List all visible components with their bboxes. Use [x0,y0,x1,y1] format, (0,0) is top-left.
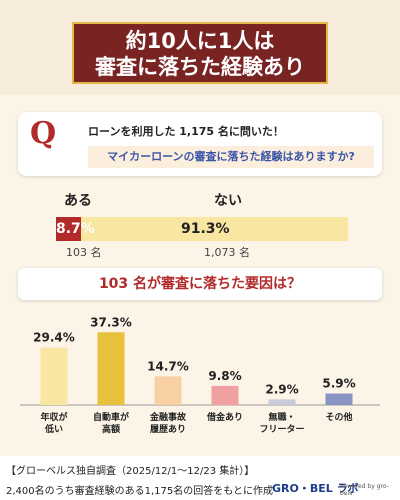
title-line-2: 審査に落ちた経験あり [95,55,305,79]
bar-value-label-3: 9.8% [208,369,241,383]
footer-source: 【グローベルス独自調査（2025/12/1～12/23 集計）】 [6,466,255,477]
bar-5 [325,393,353,405]
title-box: 約10人に1人は 審査に落ちた経験あり [72,22,328,84]
bar-value-label-5: 5.9% [322,376,355,390]
category-label-4: 無職・フリーター [259,411,304,435]
subheading: 103 名が審査に落ちた要因は？ [18,268,382,300]
bar-0 [40,347,68,405]
answer-bar: 8.7% 91.3% [56,217,348,241]
brand-logo: GRO・BEL ラボ [272,482,359,495]
question-intro: ローンを利用した 1,175 名に問いた！ [88,125,284,138]
title-line-1: 約10人に1人は [125,29,275,53]
bar-2 [154,376,182,405]
category-label-1: 自動車が高額 [93,411,130,435]
question-card: Q ローンを利用した 1,175 名に問いた！ マイカーローンの審査に落ちた経験… [18,112,382,176]
answer-no-label: ない [214,193,242,209]
question-text: マイカーローンの審査に落ちた経験はありますか? [88,146,374,168]
bar-value-label-1: 37.3% [90,315,132,329]
bar-3 [211,385,239,405]
footer: 【グローベルス独自調査（2025/12/1～12/23 集計）】 2,400名の… [0,456,400,500]
category-label-3: 借金あり [206,411,243,423]
bar-value-label-2: 14.7% [147,359,189,373]
brand-logo-sub: Powered by gro-bels [340,483,389,497]
bar-4 [268,399,296,405]
answer-yes-label: ある [64,193,92,209]
category-label-0: 年収が低い [40,411,68,435]
bar-1 [97,332,125,405]
footer-note: 2,400名のうち審査経験のある1,175名の回答をもとに作成 [6,486,274,497]
bar-value-label-4: 2.9% [265,382,298,396]
answer-no-value: 91.3% [181,221,230,237]
answer-yes-count: 103 名 [66,246,102,259]
category-label-5: その他 [325,411,352,423]
category-label-2: 金融事故履歴あり [149,411,187,435]
q-icon: Q [30,116,57,151]
bar-value-label-0: 29.4% [33,331,75,345]
answer-no-count: 1,073 名 [204,246,250,259]
reason-bar-chart: 29.4% 年収が低い 37.3% 自動車が高額 14.7% 金融事故履歴あり 9.8% 借金… [20,315,380,435]
